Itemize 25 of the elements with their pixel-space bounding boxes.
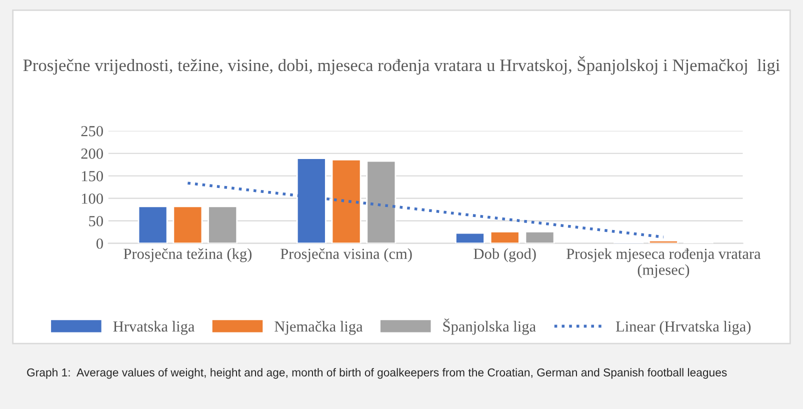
- y-tick-label: 100: [82, 194, 103, 204]
- bar: [138, 206, 168, 244]
- bar: [524, 230, 555, 244]
- y-tick-label: 200: [81, 148, 103, 159]
- legend-label: Hrvatska liga: [113, 320, 195, 335]
- y-tick-label: 50: [89, 216, 103, 226]
- x-tick-label: Dob (god): [474, 248, 536, 262]
- bar: [366, 160, 396, 244]
- bar: [172, 206, 203, 244]
- bar: [490, 230, 520, 244]
- legend-label: Linear (Hrvatska liga): [616, 320, 751, 335]
- x-tick-label: Prosječna visina (cm): [280, 248, 412, 262]
- bar: [455, 232, 485, 244]
- x-tick-label: Prosjek mjeseca rođenja vratara (mjesec): [566, 248, 761, 278]
- bar: [208, 206, 238, 244]
- legend-label: Njemačka liga: [274, 320, 363, 335]
- x-tick-label: Prosječna težina (kg): [124, 248, 252, 262]
- bar: [331, 158, 362, 244]
- chart-title: Prosječne vrijednosti, težine, visine, dobi, mjeseca rođenja vratara u Hrvatskoj, Španjolskoj i Njemačkoj ligi: [23, 56, 780, 75]
- caption: Graph 1: Average values of weight, height and age, month of birth of goalkeepers from the Croatian, German and Spanish football leagues: [27, 368, 727, 379]
- y-tick-label: 150: [82, 171, 103, 182]
- bar: [648, 240, 678, 244]
- y-tick-label: 0: [96, 238, 103, 249]
- y-tick-label: 250: [81, 126, 103, 136]
- legend-label: Španjolska liga: [443, 318, 536, 335]
